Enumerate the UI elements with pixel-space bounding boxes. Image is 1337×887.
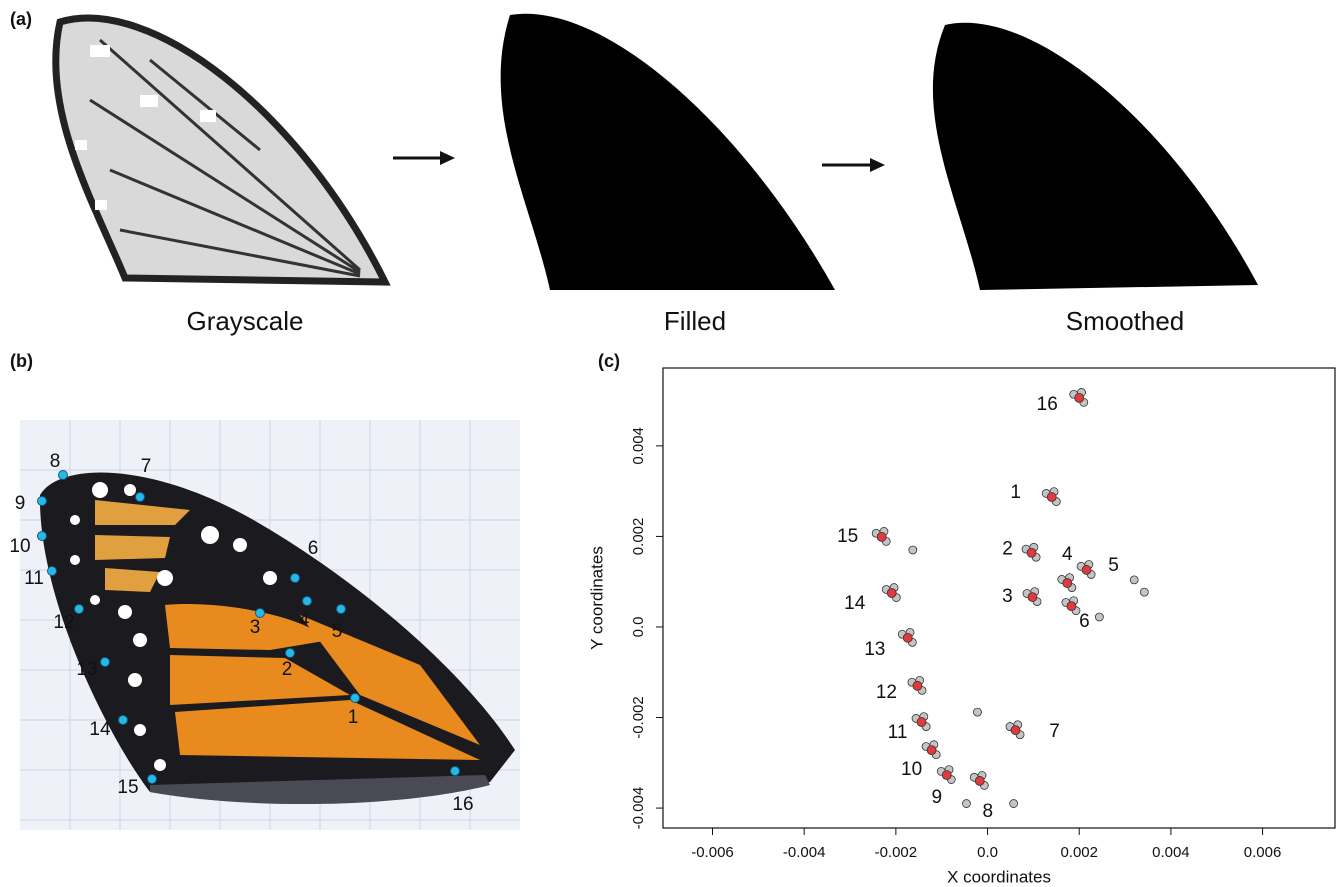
mean-point: [1074, 392, 1085, 403]
mean-point: [941, 770, 952, 780]
plot-frame: [662, 367, 1336, 829]
landmark-dot: [147, 774, 157, 784]
landmark-label: 13: [76, 659, 97, 680]
point-label: 15: [837, 526, 858, 547]
landmark-dot: [135, 492, 145, 502]
caption: Grayscale: [186, 306, 303, 336]
landmark-label: 5: [332, 621, 343, 642]
mean-point: [1046, 492, 1057, 502]
point-label: 16: [1037, 394, 1058, 415]
landmark-dot: [336, 604, 346, 614]
mean-point: [876, 531, 887, 542]
x-tick-label: 0.004: [1152, 844, 1190, 861]
mean-point: [902, 632, 913, 643]
point-label: 12: [876, 682, 897, 703]
panel-label: (b): [10, 351, 33, 371]
x-tick-label: -0.004: [783, 844, 826, 861]
point-label: 3: [1002, 586, 1013, 607]
landmark-label: 16: [452, 794, 473, 815]
point-label: 4: [1062, 544, 1073, 565]
landmark-dot: [118, 715, 128, 725]
x-tick-label: -0.006: [691, 844, 734, 861]
specimen-point: [1094, 612, 1104, 622]
point-label: 6: [1079, 611, 1090, 632]
y-axis-label: Y coordinates: [587, 546, 606, 650]
landmark-label: 7: [141, 456, 152, 477]
arrow-head: [870, 158, 885, 172]
y-tick-label: 0.0: [630, 617, 647, 638]
landmark-dot: [450, 766, 460, 776]
wing-photo: [39, 472, 515, 805]
y-tick-label: 0.002: [630, 518, 647, 556]
landmark-label: 1: [348, 707, 359, 728]
point-label: 7: [1049, 721, 1060, 742]
x-axis-label: X coordinates: [947, 867, 1051, 886]
mean-point: [912, 680, 923, 691]
landmark-label: 8: [50, 451, 61, 472]
wing-smoothed: [932, 22, 1258, 290]
point-label: 14: [844, 593, 866, 614]
point-label: 5: [1108, 555, 1119, 576]
wing-grayscale: [52, 14, 391, 286]
landmark-dot: [285, 648, 295, 658]
landmark-label: 12: [53, 612, 74, 633]
mean-point: [926, 745, 937, 756]
y-tick-label: -0.002: [630, 696, 647, 739]
x-tick-label: -0.002: [875, 844, 918, 861]
landmark-dot: [290, 573, 300, 583]
point-label: 13: [864, 639, 885, 660]
landmark-label: 10: [9, 536, 30, 557]
landmark-dot: [58, 470, 68, 480]
y-tick-label: -0.004: [630, 787, 647, 830]
specimen-point: [1139, 587, 1149, 597]
specimen-point: [908, 545, 918, 555]
caption: Filled: [664, 306, 726, 336]
landmark-label: 14: [89, 719, 111, 740]
landmark-label: 11: [24, 568, 44, 589]
specimen-point: [973, 707, 982, 717]
panel-label: (c): [598, 351, 620, 371]
mean-point: [1027, 592, 1038, 602]
mean-point: [1010, 725, 1021, 736]
landmark-dot: [74, 604, 84, 614]
landmark-label: 6: [308, 538, 319, 559]
mean-point: [886, 588, 897, 598]
specimen-point: [1009, 799, 1019, 808]
mean-point: [1062, 578, 1073, 588]
mean-point: [974, 776, 985, 786]
mean-point: [916, 717, 927, 727]
point-label: 2: [1002, 539, 1013, 560]
landmark-dot: [255, 608, 265, 618]
y-tick-label: 0.004: [630, 427, 647, 465]
x-tick-label: 0.0: [977, 844, 998, 861]
panel-label: (a): [10, 9, 32, 29]
landmark-label: 3: [250, 617, 261, 638]
wing-filled: [500, 13, 835, 291]
landmark-label: 9: [15, 493, 26, 514]
point-label: 1: [1010, 482, 1021, 503]
arrow-head: [440, 151, 455, 165]
landmark-dot: [37, 531, 47, 541]
landmark-dot: [100, 657, 110, 667]
landmark-label: 15: [117, 777, 138, 798]
landmark-label: 4: [299, 610, 310, 631]
specimen-point: [962, 799, 971, 808]
mean-point: [1026, 547, 1037, 558]
landmark-dot: [302, 596, 312, 606]
point-label: 9: [931, 787, 942, 808]
x-tick-label: 0.006: [1244, 844, 1282, 861]
specimen-point: [1129, 575, 1139, 585]
caption: Smoothed: [1066, 306, 1185, 336]
x-tick-label: 0.002: [1060, 844, 1098, 861]
point-label: 10: [901, 759, 922, 780]
landmark-dot: [350, 693, 360, 703]
mean-point: [1081, 565, 1092, 575]
mean-point: [1066, 601, 1077, 612]
point-label: 8: [982, 801, 993, 822]
landmark-label: 2: [282, 659, 293, 680]
landmark-dot: [47, 566, 57, 576]
landmark-dot: [37, 496, 47, 506]
point-label: 11: [888, 722, 908, 743]
